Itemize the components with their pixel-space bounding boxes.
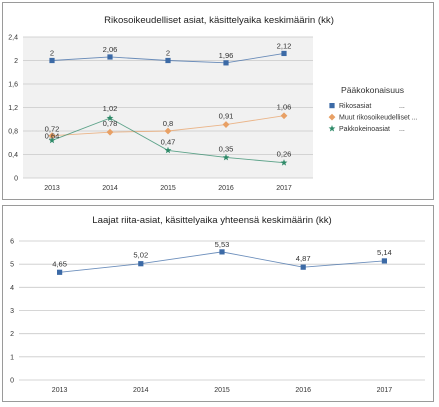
data-label: 4,65 xyxy=(52,259,67,268)
y-tick-label: 5 xyxy=(10,262,14,269)
data-point xyxy=(106,128,114,136)
chart-panel-criminal: Rikosoikeudelliset asiat, käsittelyaika … xyxy=(2,2,434,200)
x-tick-label: 2015 xyxy=(214,387,230,394)
chart-title: Rikosoikeudelliset asiat, käsittelyaika … xyxy=(104,15,334,26)
gridlines xyxy=(19,240,425,381)
data-point xyxy=(219,249,225,255)
chart-panel-civil: Laajat riita-asiat, käsittelyaika yhteen… xyxy=(2,205,434,402)
y-tick-label: 1,2 xyxy=(8,105,18,112)
data-point xyxy=(280,112,288,120)
legend-marker xyxy=(328,125,336,132)
data-label: 2,06 xyxy=(103,45,118,54)
legend: Pääkokonaisuus Rikosasiat ... Muut rikosoi… xyxy=(328,85,418,133)
y-tick-label: 1,6 xyxy=(8,82,18,89)
data-label: 0,64 xyxy=(45,131,60,140)
series-line xyxy=(59,251,385,273)
y-tick-label: 6 xyxy=(10,239,14,246)
data-label: 0,26 xyxy=(277,150,292,159)
legend-marker xyxy=(328,113,336,121)
y-tick-label: 2 xyxy=(10,331,14,338)
data-label: 0,72 xyxy=(45,125,60,134)
y-tick-label: 0 xyxy=(14,176,18,183)
data-label: 0,35 xyxy=(219,144,234,153)
series-markers xyxy=(48,50,288,166)
data-labels: 2 2,06 2 1,96 2,12 0,72 0,78 0,8 0,91 1,06 0,64 1,0… xyxy=(45,41,292,158)
legend-ellipsis: ... xyxy=(399,126,405,133)
data-label: 0,78 xyxy=(103,119,118,128)
data-point xyxy=(222,121,230,128)
data-point xyxy=(222,153,230,161)
data-point xyxy=(138,261,144,267)
legend-marker xyxy=(329,103,335,109)
data-label: 2 xyxy=(166,49,170,58)
x-tick-label: 2016 xyxy=(218,185,234,192)
data-point xyxy=(48,136,56,144)
chart-criminal-cases: Rikosoikeudelliset asiat, käsittelyaika … xyxy=(8,15,418,192)
data-label: 0,8 xyxy=(163,119,174,128)
data-point xyxy=(280,159,288,166)
series-lines xyxy=(59,251,385,273)
data-labels: 4,65 5,02 5,53 4,87 5,14 xyxy=(52,240,392,268)
data-point xyxy=(381,258,387,264)
data-point xyxy=(300,264,306,270)
legend-title: Pääkokonaisuus xyxy=(341,85,404,95)
data-point xyxy=(57,269,63,275)
data-label: 5,53 xyxy=(215,240,230,249)
y-tick-label: 2 xyxy=(14,58,18,65)
x-tick-label: 2016 xyxy=(295,387,311,394)
data-label: 0,91 xyxy=(219,112,234,121)
data-label: 1,96 xyxy=(219,51,234,60)
x-tick-label: 2014 xyxy=(133,387,149,394)
y-tick-label: 1 xyxy=(10,354,14,361)
data-point xyxy=(164,127,172,135)
x-tick-label: 2013 xyxy=(44,185,60,192)
y-tick-label: 4 xyxy=(10,285,14,292)
x-tick-label: 2014 xyxy=(102,185,118,192)
y-tick-label: 0 xyxy=(10,378,14,385)
data-point xyxy=(223,60,229,66)
x-tick-label: 2017 xyxy=(276,185,292,192)
series-markers xyxy=(57,249,387,275)
chart-title: Laajat riita-asiat, käsittelyaika yhteen… xyxy=(92,215,331,226)
x-tick-label: 2017 xyxy=(377,387,393,394)
x-tick-label: 2013 xyxy=(52,387,68,394)
data-label: 5,14 xyxy=(377,248,392,257)
y-tick-label: 0,8 xyxy=(8,129,18,136)
data-label: 0,47 xyxy=(161,137,176,146)
data-point xyxy=(107,54,113,60)
legend-entry: Pakkokeinoasiat xyxy=(339,126,390,133)
data-point xyxy=(106,114,114,121)
y-tick-label: 0,4 xyxy=(8,152,18,159)
y-axis-ticks: 0 0,4 0,8 1,2 1,6 2 2,4 xyxy=(8,35,18,183)
x-axis-ticks: 2013 2014 2015 2016 2017 xyxy=(44,185,292,192)
legend-entry: Muut rikosoikeudelliset ... xyxy=(339,115,418,122)
data-label: 5,02 xyxy=(133,251,148,260)
data-label: 1,06 xyxy=(277,103,292,112)
data-point xyxy=(281,50,287,57)
x-axis-ticks: 2013 2014 2015 2016 2017 xyxy=(52,387,392,394)
data-label: 1,02 xyxy=(103,104,118,113)
y-axis-ticks: 0 1 2 3 4 5 6 xyxy=(10,239,14,385)
x-tick-label: 2015 xyxy=(160,185,176,192)
data-label: 2,12 xyxy=(277,41,292,50)
data-point xyxy=(164,146,172,154)
data-point xyxy=(48,132,56,140)
data-label: 4,87 xyxy=(296,254,311,263)
data-point xyxy=(49,57,55,64)
legend-ellipsis: ... xyxy=(399,103,405,110)
legend-entry: Rikosasiat xyxy=(339,103,371,110)
data-label: 2 xyxy=(50,49,54,58)
y-tick-label: 2,4 xyxy=(8,35,18,42)
y-tick-label: 3 xyxy=(10,308,14,315)
chart-civil-cases: Laajat riita-asiat, käsittelyaika yhteen… xyxy=(10,215,425,394)
data-point xyxy=(165,57,171,64)
